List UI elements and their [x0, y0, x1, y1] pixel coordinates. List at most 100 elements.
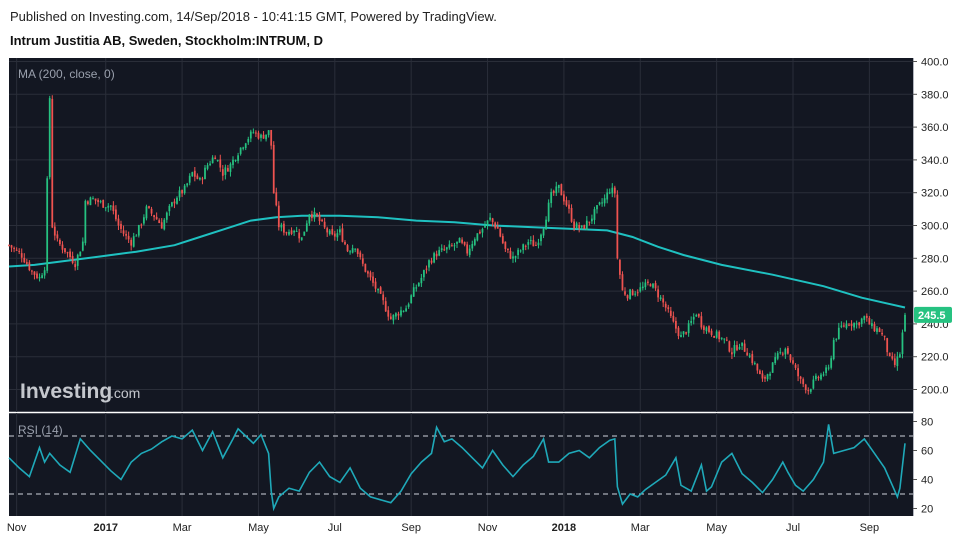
- candle: [753, 361, 756, 366]
- candle-body: [339, 229, 341, 233]
- candle-body: [448, 244, 451, 248]
- candle-body: [81, 241, 84, 251]
- candle: [695, 313, 698, 317]
- price-pane: [9, 58, 913, 412]
- candle-body: [283, 223, 285, 233]
- candle-body: [109, 205, 112, 207]
- candle: [204, 165, 206, 180]
- candle-body: [476, 233, 479, 241]
- candle: [313, 207, 316, 222]
- candle: [733, 340, 736, 357]
- candle: [453, 242, 456, 251]
- candle-body: [247, 139, 250, 143]
- candle: [608, 188, 611, 195]
- candle-body: [524, 245, 527, 247]
- price-tick-label: 260.0: [921, 286, 949, 298]
- candle: [402, 310, 405, 313]
- candle-body: [876, 328, 878, 332]
- candle: [117, 214, 120, 231]
- candle-body: [453, 245, 456, 247]
- candle: [115, 205, 117, 222]
- candle-body: [616, 194, 619, 259]
- candle: [331, 225, 334, 236]
- candle-body: [901, 332, 904, 355]
- candle-body: [46, 178, 49, 271]
- candle-body: [705, 327, 708, 332]
- candle-body: [127, 235, 130, 240]
- candle-body: [815, 375, 817, 380]
- candle-body: [652, 283, 654, 288]
- candle: [420, 273, 423, 287]
- price-tick-label: 280.0: [921, 253, 949, 265]
- candle: [771, 362, 774, 373]
- candle: [165, 211, 168, 223]
- candle-body: [405, 308, 407, 312]
- candle-body: [687, 323, 690, 334]
- candle: [211, 155, 214, 164]
- candle: [639, 282, 642, 293]
- candle-body: [672, 315, 675, 322]
- candle-body: [237, 155, 239, 161]
- candle-body: [535, 244, 537, 246]
- candle: [904, 312, 906, 332]
- candle: [509, 247, 512, 260]
- candle-body: [631, 290, 634, 296]
- candle-body: [557, 184, 560, 189]
- candle-body: [563, 194, 565, 202]
- candle: [657, 285, 659, 302]
- candle: [127, 231, 130, 243]
- candle: [298, 228, 301, 243]
- x-tick-label: Mar: [173, 522, 192, 534]
- candle-body: [443, 249, 446, 251]
- candle: [899, 352, 901, 358]
- candle-body: [336, 233, 339, 238]
- candle-body: [97, 199, 99, 203]
- candle-body: [608, 192, 611, 194]
- candle-body: [883, 335, 886, 337]
- candle: [308, 213, 311, 226]
- candle: [407, 302, 410, 309]
- candle-body: [771, 362, 774, 373]
- candle: [845, 320, 848, 330]
- candle-body: [51, 98, 54, 228]
- candle-body: [456, 241, 458, 244]
- candle-body: [613, 187, 616, 194]
- candle: [125, 230, 127, 240]
- candle-body: [125, 233, 127, 236]
- candle: [229, 162, 232, 177]
- candle: [339, 225, 341, 236]
- candle-body: [794, 364, 797, 368]
- candle: [171, 201, 173, 208]
- candle: [675, 317, 677, 334]
- candle: [626, 294, 629, 301]
- candle: [649, 283, 652, 287]
- candle: [227, 165, 229, 172]
- candle-body: [830, 358, 833, 368]
- candle-body: [392, 314, 395, 321]
- candle: [794, 363, 797, 371]
- candle: [550, 188, 553, 208]
- candle: [112, 201, 115, 215]
- watermark-brand: Investing: [20, 380, 112, 403]
- candle-body: [626, 295, 629, 299]
- candle-body: [766, 374, 769, 380]
- candle: [270, 129, 273, 150]
- candle: [122, 225, 125, 237]
- candle: [680, 331, 682, 338]
- candle-body: [736, 345, 738, 351]
- candle-body: [491, 218, 494, 223]
- candle: [853, 322, 855, 331]
- candle-body: [356, 248, 359, 254]
- candle-body: [560, 184, 563, 196]
- candle-body: [239, 147, 242, 154]
- candle: [779, 347, 782, 355]
- candle: [545, 216, 547, 230]
- candle-body: [333, 233, 336, 237]
- candle: [654, 280, 657, 291]
- candle-body: [354, 248, 357, 250]
- candle-body: [588, 221, 591, 223]
- last-price-badge: 245.5: [914, 306, 952, 323]
- candle-body: [428, 260, 430, 268]
- candle: [265, 134, 267, 142]
